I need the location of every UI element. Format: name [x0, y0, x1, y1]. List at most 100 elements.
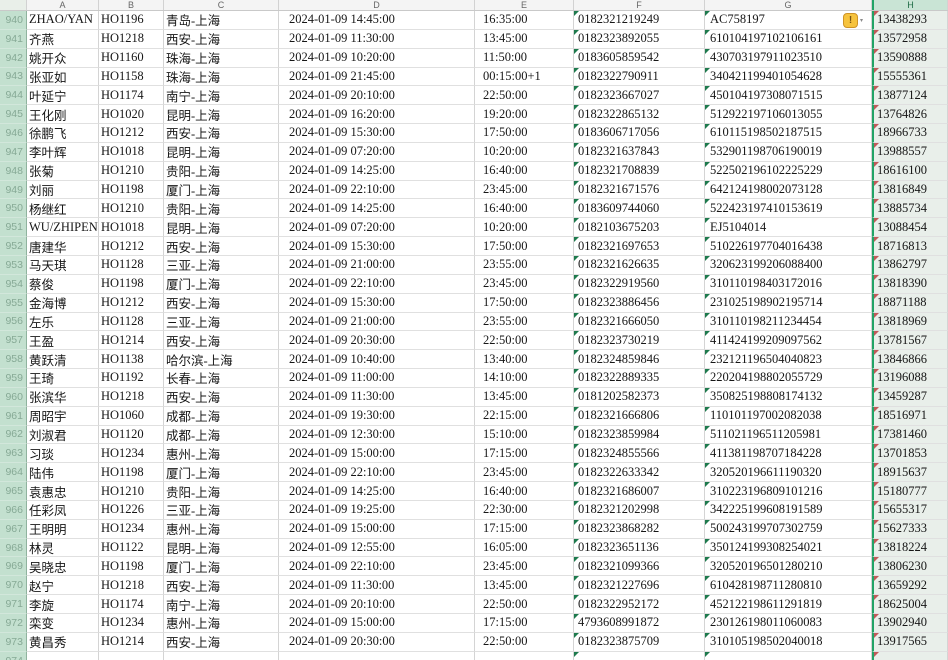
cell-ticket-number[interactable]: 0182323651136 [574, 538, 705, 558]
cell-passenger-name[interactable]: 任彩凤 [27, 500, 99, 520]
row-number[interactable]: 972 [0, 614, 27, 633]
row-number[interactable]: 959 [0, 369, 27, 388]
cell-departure-datetime[interactable]: 2024-01-09 22:10:00 [279, 180, 475, 200]
cell-passenger-name[interactable]: 张菊 [27, 161, 99, 181]
cell-route[interactable]: 三亚-上海 [164, 312, 279, 332]
cell-ticket-number[interactable]: 0182321671576 [574, 180, 705, 200]
cell-flight-number[interactable]: HO1210 [99, 482, 164, 501]
cell-flight-number[interactable]: HO1122 [99, 538, 164, 558]
cell-arrival-time[interactable]: 17:50:00 [475, 237, 574, 256]
cell-passenger-name[interactable]: 刘淑君 [27, 425, 99, 445]
cell-phone-number[interactable]: 18625004 [872, 595, 948, 614]
cell-phone-number[interactable]: 18616100 [872, 161, 948, 181]
cell-passenger-name[interactable]: 杨继红 [27, 199, 99, 219]
cell-ticket-number[interactable]: 0182321697653 [574, 237, 705, 256]
cell-phone-number[interactable]: 13806230 [872, 557, 948, 577]
cell-departure-datetime[interactable]: 2024-01-09 21:00:00 [279, 312, 475, 332]
cell-phone-number[interactable]: 13781567 [872, 331, 948, 351]
cell-flight-number[interactable] [99, 651, 164, 660]
cell-route[interactable]: 昆明-上海 [164, 105, 279, 125]
cell-ticket-number[interactable]: 0182323667027 [574, 86, 705, 106]
cell-departure-datetime[interactable]: 2024-01-09 14:25:00 [279, 482, 475, 501]
cell-route[interactable]: 三亚-上海 [164, 500, 279, 520]
column-header-h-selected[interactable]: H [872, 0, 948, 10]
cell-route[interactable]: 西安-上海 [164, 331, 279, 351]
row-number[interactable]: 964 [0, 463, 27, 483]
cell-flight-number[interactable]: HO1198 [99, 463, 164, 483]
cell-flight-number[interactable]: HO1198 [99, 274, 164, 294]
cell-ticket-number[interactable]: 0182321227696 [574, 576, 705, 596]
row-number[interactable]: 943 [0, 67, 27, 87]
cell-flight-number[interactable]: HO1212 [99, 124, 164, 143]
cell-ticket-number[interactable]: 0182322952172 [574, 595, 705, 614]
cell-phone-number[interactable]: 18915637 [872, 463, 948, 483]
cell-route[interactable]: 厦门-上海 [164, 463, 279, 483]
cell-phone-number[interactable]: 13902940 [872, 614, 948, 633]
cell-id-number[interactable]: AC758197 ! ▾ [705, 11, 872, 30]
cell-route[interactable]: 西安-上海 [164, 29, 279, 49]
cell-passenger-name[interactable]: 栾变 [27, 614, 99, 633]
cell-id-number[interactable]: 450104197308071515 ! ▾ [705, 86, 872, 106]
cell-flight-number[interactable]: HO1196 [99, 11, 164, 30]
cell-departure-datetime[interactable]: 2024-01-09 20:10:00 [279, 86, 475, 106]
cell-flight-number[interactable]: HO1018 [99, 142, 164, 162]
cell-route[interactable]: 西安-上海 [164, 124, 279, 143]
cell-ticket-number[interactable]: 0182322889335 [574, 369, 705, 388]
cell-departure-datetime[interactable]: 2024-01-09 19:30:00 [279, 406, 475, 426]
cell-id-number[interactable]: 232121196504040823 ! ▾ [705, 350, 872, 370]
cell-flight-number[interactable]: HO1174 [99, 595, 164, 614]
cell-departure-datetime[interactable]: 2024-01-09 22:10:00 [279, 557, 475, 577]
row-number[interactable]: 960 [0, 387, 27, 407]
cell-ticket-number[interactable]: 0182323886456 [574, 293, 705, 313]
cell-route[interactable]: 西安-上海 [164, 632, 279, 652]
cell-id-number[interactable]: 610115198502187515 ! ▾ [705, 124, 872, 143]
cell-flight-number[interactable]: HO1218 [99, 29, 164, 49]
cell-route[interactable]: 昆明-上海 [164, 218, 279, 238]
cell-departure-datetime[interactable]: 2024-01-09 14:25:00 [279, 199, 475, 219]
cell-id-number[interactable]: 310105198502040018 ! ▾ [705, 632, 872, 652]
cell-arrival-time[interactable]: 17:15:00 [475, 519, 574, 539]
cell-id-number[interactable]: 231025198902195714 ! ▾ [705, 293, 872, 313]
cell-flight-number[interactable]: HO1210 [99, 199, 164, 219]
cell-phone-number[interactable]: 13701853 [872, 444, 948, 464]
cell-phone-number[interactable]: 13818390 [872, 274, 948, 294]
cell-id-number[interactable]: 310223196809101216 ! ▾ [705, 482, 872, 501]
cell-route[interactable]: 惠州-上海 [164, 444, 279, 464]
cell-flight-number[interactable]: HO1212 [99, 293, 164, 313]
cell-id-number[interactable]: 610428198711280810 ! ▾ [705, 576, 872, 596]
row-number[interactable]: 950 [0, 199, 27, 219]
cell-passenger-name[interactable]: 袁惠忠 [27, 482, 99, 501]
cell-arrival-time[interactable]: 22:50:00 [475, 86, 574, 106]
cell-arrival-time[interactable]: 23:45:00 [475, 463, 574, 483]
cell-passenger-name[interactable]: 李旋 [27, 595, 99, 614]
cell-flight-number[interactable]: HO1218 [99, 387, 164, 407]
cell-ticket-number[interactable]: 0182321637843 [574, 142, 705, 162]
cell-phone-number[interactable]: 13818224 [872, 538, 948, 558]
cell-departure-datetime[interactable]: 2024-01-09 21:45:00 [279, 67, 475, 87]
cell-id-number[interactable]: 510226197704016438 ! ▾ [705, 237, 872, 256]
row-number[interactable]: 970 [0, 576, 27, 596]
cell-departure-datetime[interactable]: 2024-01-09 15:00:00 [279, 614, 475, 633]
cell-flight-number[interactable]: HO1212 [99, 237, 164, 256]
row-number[interactable]: 958 [0, 350, 27, 370]
cell-arrival-time[interactable]: 23:45:00 [475, 180, 574, 200]
cell-passenger-name[interactable]: 刘丽 [27, 180, 99, 200]
row-number[interactable]: 947 [0, 142, 27, 162]
cell-passenger-name[interactable]: 周昭宇 [27, 406, 99, 426]
cell-id-number[interactable]: 500243199707302759 ! ▾ [705, 519, 872, 539]
column-header-e[interactable]: E [475, 0, 574, 10]
cell-departure-datetime[interactable]: 2024-01-09 11:00:00 [279, 369, 475, 388]
cell-phone-number[interactable]: 13572958 [872, 29, 948, 49]
cell-ticket-number[interactable]: 0182321626635 [574, 255, 705, 275]
cell-arrival-time[interactable]: 14:10:00 [475, 369, 574, 388]
cell-departure-datetime[interactable]: 2024-01-09 15:30:00 [279, 237, 475, 256]
cell-id-number[interactable]: 610104197102106161 ! ▾ [705, 29, 872, 49]
cell-arrival-time[interactable]: 22:30:00 [475, 500, 574, 520]
cell-passenger-name[interactable]: 陆伟 [27, 463, 99, 483]
cell-route[interactable]: 南宁-上海 [164, 86, 279, 106]
cell-id-number[interactable]: EJ5104014 ! ▾ [705, 218, 872, 238]
cell-phone-number[interactable]: 13917565 [872, 632, 948, 652]
cell-arrival-time[interactable]: 23:45:00 [475, 557, 574, 577]
cell-phone-number[interactable]: 18516971 [872, 406, 948, 426]
cell-arrival-time[interactable]: 22:50:00 [475, 331, 574, 351]
